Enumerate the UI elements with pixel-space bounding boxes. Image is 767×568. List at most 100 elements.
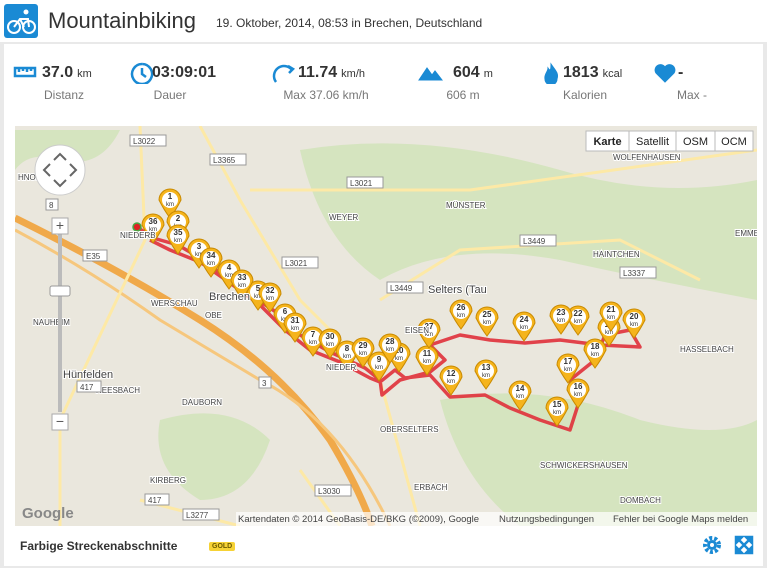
svg-text:+: + <box>56 217 64 233</box>
marker-face <box>305 330 321 346</box>
road-text: 417 <box>148 496 162 505</box>
marker-unit: km <box>564 367 572 373</box>
stat-value: - <box>678 64 684 81</box>
road-text: L3449 <box>390 284 413 293</box>
stat-label: Max 37.06 km/h <box>283 88 369 102</box>
road-label: L3022 <box>129 134 167 147</box>
stat-value: 03:09:01 <box>152 64 217 81</box>
road-shield <box>314 484 352 497</box>
marker-face <box>203 251 219 267</box>
marker-unit: km <box>447 379 455 385</box>
road-label: L3449 <box>519 234 557 247</box>
place-label: DOMBACH <box>620 496 661 505</box>
road-text: L3021 <box>285 259 308 268</box>
road-shield <box>45 198 59 211</box>
button-label: OSM <box>683 136 708 148</box>
marker-face <box>419 349 435 365</box>
stat-value: 37.0 km <box>42 64 92 81</box>
marker-unit: km <box>457 313 465 319</box>
marker-number: 4 <box>227 263 232 272</box>
report-link: Fehler bei Google Maps melden <box>613 514 748 525</box>
marker-number: 31 <box>291 316 300 325</box>
km-marker: 1km <box>158 188 182 219</box>
google-logo: Google <box>22 505 74 522</box>
icon-shape <box>272 64 296 83</box>
place-label: EMME <box>735 229 757 238</box>
marker-number: 5 <box>256 284 261 293</box>
marker-number: 3 <box>197 242 202 251</box>
place-label: Selters (Tau <box>428 284 487 296</box>
marker-unit: km <box>174 238 182 244</box>
road-shield <box>209 153 247 166</box>
place-label: KIRBERG <box>150 476 186 485</box>
marker-number: 25 <box>483 310 492 319</box>
marker-face <box>516 315 532 331</box>
marker-unit: km <box>574 392 582 398</box>
road-text: L3337 <box>623 269 646 278</box>
start-marker <box>132 222 142 232</box>
stat-label: Distanz <box>43 88 85 102</box>
stat-unit: m <box>483 68 493 80</box>
pan-control[interactable] <box>34 144 86 196</box>
place-label: WEYER <box>329 213 359 222</box>
place-label: DAUBORN <box>182 398 222 407</box>
stat-label: 606 m <box>446 88 480 102</box>
marker-number: 11 <box>423 349 432 358</box>
marker-unit: km <box>630 322 638 328</box>
marker-unit: km <box>423 359 431 365</box>
stat-icon <box>13 66 37 78</box>
marker-unit: km <box>605 330 613 336</box>
marker-unit: km <box>254 294 262 300</box>
stat-value: 11.74 km/h <box>298 64 365 81</box>
marker-number: 34 <box>207 251 216 260</box>
road-shield <box>129 134 167 147</box>
place-label: WERSCHAU <box>151 299 198 308</box>
place-label: HAINTCHEN <box>593 250 640 259</box>
road-text: L3277 <box>186 511 209 520</box>
marker-face <box>560 357 576 373</box>
stat-unit: kcal <box>602 68 623 80</box>
map-type-button[interactable]: Satellit <box>628 130 677 152</box>
marker-face <box>603 305 619 321</box>
marker-number: 28 <box>386 337 395 346</box>
road-text: L3030 <box>318 487 341 496</box>
icon-shape <box>544 62 558 84</box>
button-label: Satellit <box>636 136 669 148</box>
road-label: 8 <box>45 198 59 211</box>
fullscreen-button[interactable] <box>734 535 754 555</box>
button-label: OCM <box>721 136 747 148</box>
place-label: HNOLD <box>18 173 46 182</box>
icon-shape <box>654 64 676 83</box>
zoom-control[interactable]: +− <box>49 217 71 431</box>
stat-icon <box>130 62 154 84</box>
stat-unit: km <box>77 68 92 80</box>
footer-title: Farbige Streckenabschnitte <box>20 539 178 553</box>
settings-button[interactable] <box>702 535 722 555</box>
button-bg <box>714 130 754 152</box>
marker-face <box>553 308 569 324</box>
map[interactable]: 1km2km3km4km5km6km7km8km9km10km11km12km1… <box>15 126 757 526</box>
map-type-button[interactable]: OCM <box>714 130 754 152</box>
marker-face <box>443 369 459 385</box>
map-type-button[interactable]: Karte <box>585 130 630 152</box>
map-type-button[interactable]: OSM <box>675 130 716 152</box>
marker-face <box>322 332 338 348</box>
road-shield <box>519 234 557 247</box>
marker-number: 26 <box>457 303 466 312</box>
marker-number: 24 <box>520 315 529 324</box>
road-label: E35 <box>82 249 108 262</box>
stat-value: 1813 kcal <box>563 64 623 81</box>
